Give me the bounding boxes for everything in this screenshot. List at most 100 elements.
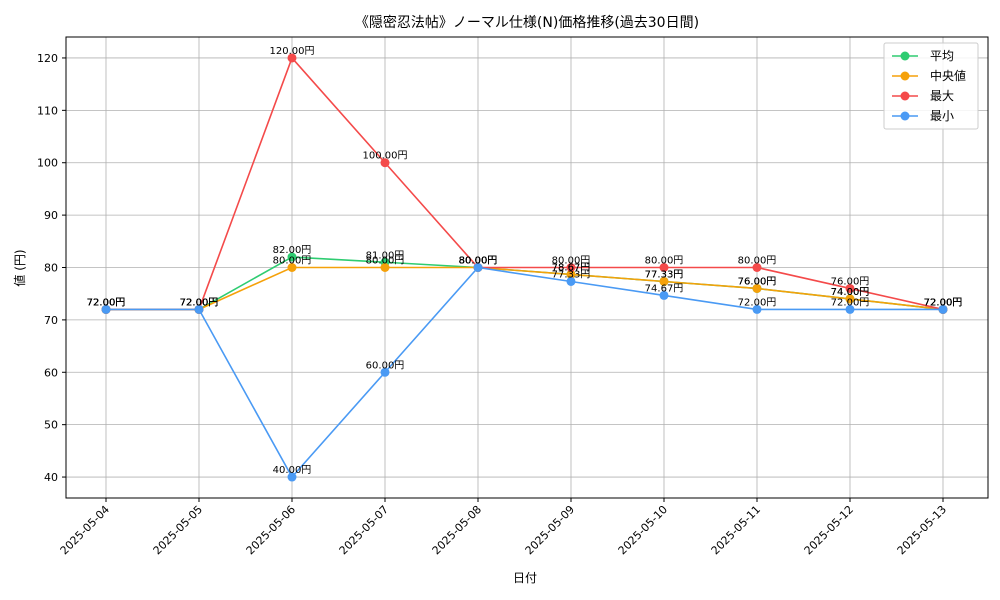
x-tick-label: 2025-05-10 <box>616 503 670 557</box>
data-label: 72.00円 <box>924 297 963 308</box>
data-label: 72.00円 <box>180 297 219 308</box>
data-label: 72.00円 <box>180 297 219 308</box>
data-label: 78.67円 <box>552 262 591 273</box>
x-tick-label: 2025-05-12 <box>802 503 856 557</box>
data-label: 74.00円 <box>831 287 870 298</box>
x-tick-layer: 2025-05-04 2025-05-05 2025-05-06 2025-05-07… <box>58 498 949 557</box>
y-tick-label: 90 <box>44 209 58 222</box>
data-label: 72.00円 <box>831 297 870 308</box>
data-label: 72.00円 <box>180 297 219 308</box>
data-label: 72.00円 <box>738 297 777 308</box>
data-label: 81.00円 <box>366 250 405 261</box>
legend-marker <box>900 51 910 61</box>
data-point <box>566 276 576 286</box>
legend-label: 平均 <box>930 49 954 63</box>
y-tick-label: 110 <box>37 104 58 117</box>
y-tick-label: 120 <box>37 52 58 65</box>
data-label: 76.00円 <box>738 276 777 287</box>
series-line <box>106 266 943 479</box>
x-tick-label: 2025-05-06 <box>244 503 298 557</box>
data-point <box>845 283 855 293</box>
y-tick-label: 50 <box>44 419 58 432</box>
series-layer <box>101 53 948 482</box>
data-label: 80.00円 <box>459 256 498 267</box>
data-label: 40.00円 <box>273 465 312 476</box>
data-point <box>752 263 762 272</box>
data-label: 80.00円 <box>366 256 405 267</box>
data-label: 80.00円 <box>738 256 777 267</box>
data-point <box>101 304 111 314</box>
data-label: 100.00円 <box>363 151 408 162</box>
data-point <box>659 276 669 286</box>
data-point <box>287 263 297 272</box>
series-3 <box>101 263 948 482</box>
y-tick-label: 40 <box>44 471 58 484</box>
data-label: 72.00円 <box>924 297 963 308</box>
data-label: 78.67円 <box>552 262 591 273</box>
chart-title: 《隠密忍法帖》ノーマル仕様(N)価格推移(過去30日間) <box>355 14 699 31</box>
data-label: 72.00円 <box>87 297 126 308</box>
y-axis-label: 値 (円) <box>12 249 27 286</box>
data-label: 77.33円 <box>552 269 591 280</box>
series-0 <box>101 252 948 314</box>
data-point <box>380 158 390 168</box>
series-line <box>106 256 944 311</box>
series-1 <box>101 263 948 314</box>
data-point <box>845 294 855 304</box>
legend-marker <box>900 71 910 81</box>
x-tick-label: 2025-05-13 <box>895 503 949 557</box>
data-point <box>752 304 762 314</box>
data-label: 60.00円 <box>366 360 405 371</box>
x-tick-label: 2025-05-05 <box>151 503 205 557</box>
grid-layer <box>66 37 988 498</box>
y-tick-label: 80 <box>44 262 58 275</box>
data-label: 80.00円 <box>459 256 498 267</box>
x-tick-label: 2025-05-11 <box>709 503 763 557</box>
data-label: 80.00円 <box>645 256 684 267</box>
data-label: 77.33円 <box>645 269 684 280</box>
y-tick-label: 60 <box>44 366 58 379</box>
x-tick-label: 2025-05-09 <box>523 503 577 557</box>
y-tick-layer: 40 50 60 70 80 90 100 110 120 <box>37 52 66 484</box>
data-point <box>938 304 948 314</box>
data-label: 80.00円 <box>459 256 498 267</box>
y-tick-label: 70 <box>44 314 58 327</box>
series-line <box>106 56 944 311</box>
x-tick-label: 2025-05-04 <box>58 503 112 557</box>
x-tick-label: 2025-05-08 <box>430 503 484 557</box>
data-point <box>659 290 669 300</box>
data-label: 72.00円 <box>924 297 963 308</box>
data-label: 74.67円 <box>645 283 684 294</box>
legend-marker <box>900 111 910 121</box>
data-label: 82.00円 <box>273 245 312 256</box>
data-label: 72.00円 <box>924 297 963 308</box>
x-tick-label: 2025-05-07 <box>337 503 391 557</box>
data-label: 76.00円 <box>738 276 777 287</box>
data-label: 80.00円 <box>552 256 591 267</box>
data-point <box>287 252 297 262</box>
data-label: 72.00円 <box>180 297 219 308</box>
series-line <box>106 266 944 311</box>
data-label: 76.00円 <box>831 276 870 287</box>
data-label: 74.00円 <box>831 287 870 298</box>
data-point <box>380 367 390 377</box>
data-point <box>194 304 204 314</box>
data-point <box>566 269 576 279</box>
data-point <box>845 304 855 314</box>
data-label: 72.00円 <box>87 297 126 308</box>
data-point <box>380 263 390 272</box>
data-label: 72.00円 <box>87 297 126 308</box>
data-label: 80.00円 <box>273 256 312 267</box>
data-point <box>659 263 669 272</box>
data-point <box>473 263 483 272</box>
legend-marker <box>900 91 910 101</box>
data-point <box>287 472 297 482</box>
data-label: 77.33円 <box>645 269 684 280</box>
y-tick-label: 100 <box>37 157 58 170</box>
x-axis-label: 日付 <box>513 571 537 585</box>
legend-label: 最大 <box>930 89 954 103</box>
data-label: 120.00円 <box>270 46 315 57</box>
